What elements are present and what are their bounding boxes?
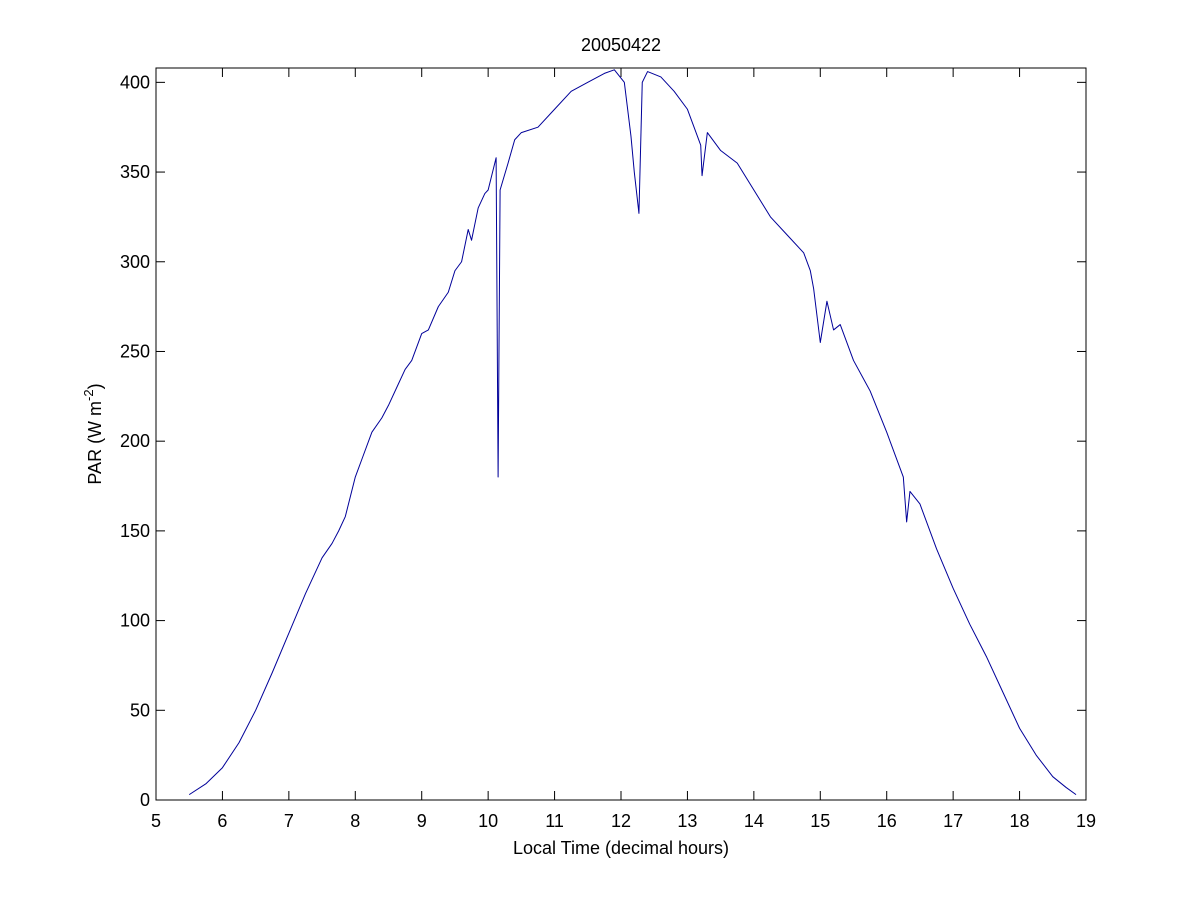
x-tick-label: 16	[877, 811, 897, 831]
x-axis-label: Local Time (decimal hours)	[513, 838, 729, 858]
y-axis-label-superscript: -2	[81, 389, 96, 401]
x-tick-label: 13	[677, 811, 697, 831]
x-tick-label: 14	[744, 811, 764, 831]
x-tick-label: 10	[478, 811, 498, 831]
x-tick-label: 6	[217, 811, 227, 831]
y-tick-label: 50	[130, 700, 150, 720]
x-tick-label: 15	[810, 811, 830, 831]
y-tick-label: 200	[120, 431, 150, 451]
data-line	[188, 69, 1077, 796]
x-tick-label: 17	[943, 811, 963, 831]
y-tick-label: 0	[140, 790, 150, 810]
plot-area	[155, 67, 1087, 801]
chart-title: 20050422	[581, 35, 661, 55]
y-tick-label: 150	[120, 521, 150, 541]
y-tick-label: 100	[120, 611, 150, 631]
y-tick-label: 350	[120, 162, 150, 182]
x-tick-label: 12	[611, 811, 631, 831]
x-tick-label: 7	[284, 811, 294, 831]
x-tick-label: 19	[1076, 811, 1096, 831]
y-axis-label: PAR (W m-2)	[81, 383, 105, 484]
x-tick-label: 18	[1010, 811, 1030, 831]
y-tick-label: 250	[120, 341, 150, 361]
x-tick-label: 9	[417, 811, 427, 831]
y-axis-label-text: PAR (W m	[85, 401, 105, 485]
x-tick-label: 8	[350, 811, 360, 831]
y-axis-label-suffix: )	[85, 383, 105, 389]
y-tick-label: 400	[120, 72, 150, 92]
y-tick-label: 300	[120, 252, 150, 272]
x-tick-label: 5	[151, 811, 161, 831]
x-tick-label: 11	[545, 811, 564, 831]
